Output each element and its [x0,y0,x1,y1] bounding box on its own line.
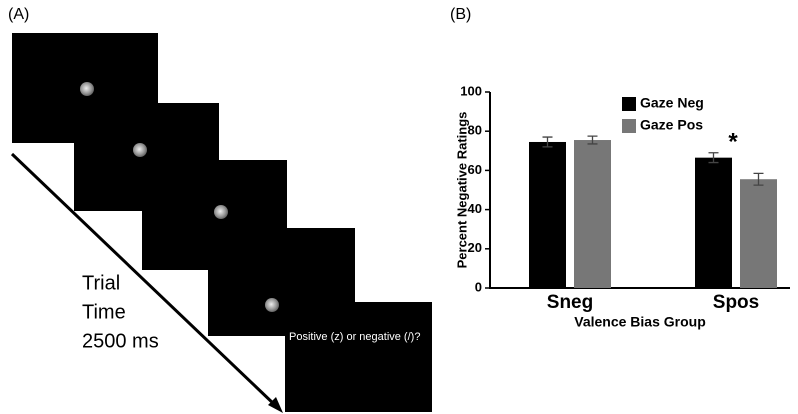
y-tick-label: 60 [468,162,482,177]
legend-label: Gaze Pos [640,117,703,133]
stimulus [265,298,279,312]
bar [740,179,777,288]
panel-label: (B) [450,6,471,23]
y-tick-label: 0 [475,279,482,294]
figure: (A) Trial Time 2500 ms Positive (z) or n… [0,0,798,414]
prompt: Positive (z) or negative (/)? [289,331,420,343]
y-tick-label: 100 [460,83,482,98]
y-tick-label: 80 [468,123,482,138]
stimulus [133,143,147,157]
annotation: * [728,128,738,155]
legend-label: Gaze Neg [640,95,704,111]
trial-frame [285,302,432,412]
stimulus [214,205,228,219]
panel-b: (B) Valence Bias Group Percent Negative … [450,6,790,329]
time-text: 2500 ms [82,330,159,352]
stimulus [80,82,94,96]
legend-swatch [622,119,636,133]
time-text: Trial [82,272,120,294]
time-text: Time [82,301,126,323]
bar [529,142,566,288]
x-tick-label: Spos [713,292,759,313]
legend-swatch [622,97,636,111]
x-tick-label: Sneg [547,292,593,313]
panel-a: (A) Trial Time 2500 ms Positive (z) or n… [8,6,432,413]
y-tick-label: 40 [468,201,482,216]
x-axis-label: Valence Bias Group [574,314,706,330]
bar [695,158,732,288]
panel-label: (A) [8,6,29,23]
bar [574,140,611,288]
y-tick-label: 20 [468,240,482,255]
